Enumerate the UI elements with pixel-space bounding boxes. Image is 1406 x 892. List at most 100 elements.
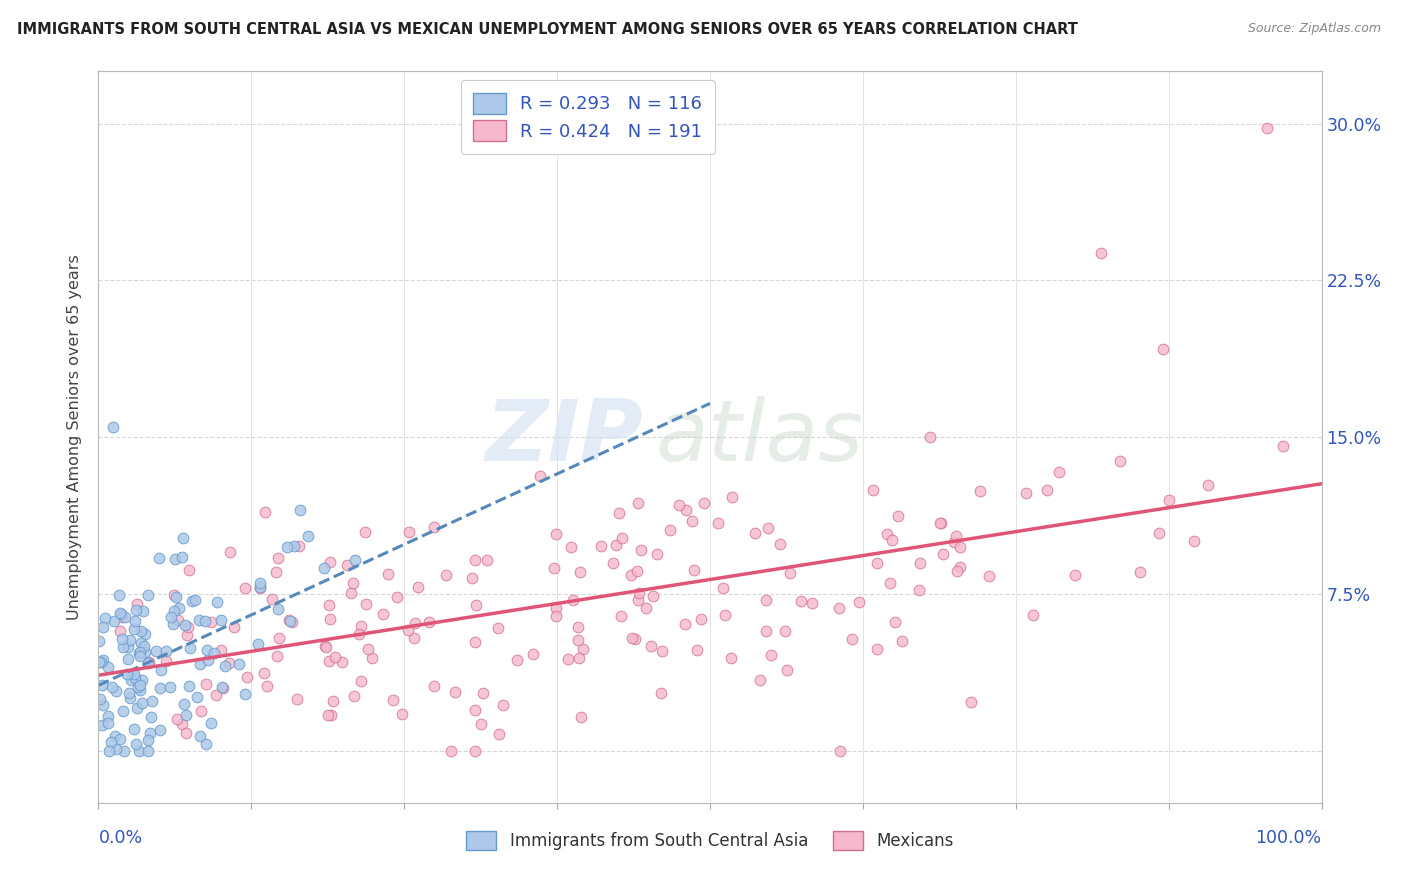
Point [350, 619, 373, 633]
Point [630, 542, 652, 557]
Point [118, 690, 141, 705]
Point [236, 670, 259, 684]
Point [249, 581, 271, 595]
Point [568, 565, 591, 579]
Point [312, 561, 335, 575]
Point [167, 613, 190, 627]
Point [543, 561, 565, 575]
Point [347, 627, 370, 641]
Point [908, 556, 931, 570]
Point [288, 503, 311, 517]
Point [211, 681, 233, 696]
Point [94, 611, 117, 625]
Point [205, 688, 228, 702]
Point [645, 547, 668, 561]
Point [136, 588, 159, 602]
Point [1152, 343, 1174, 357]
Point [103, 614, 125, 628]
Point [620, 568, 643, 582]
Point [721, 490, 744, 504]
Point [891, 634, 914, 648]
Point [112, 640, 135, 654]
Point [769, 537, 792, 551]
Point [675, 502, 697, 516]
Point [190, 704, 212, 718]
Point [218, 657, 240, 671]
Point [800, 596, 823, 610]
Point [148, 550, 170, 565]
Text: 100.0%: 100.0% [1256, 829, 1322, 847]
Point [131, 673, 153, 687]
Point [267, 550, 290, 565]
Point [89, 692, 111, 706]
Point [887, 509, 910, 524]
Point [908, 582, 931, 597]
Point [1047, 465, 1070, 479]
Point [90, 655, 112, 669]
Point [344, 553, 367, 567]
Point [612, 531, 634, 545]
Point [754, 624, 776, 638]
Point [174, 726, 197, 740]
Point [761, 648, 783, 662]
Point [398, 524, 420, 539]
Point [1197, 478, 1219, 492]
Point [779, 566, 801, 580]
Point [195, 677, 218, 691]
Point [634, 601, 657, 615]
Point [97, 715, 120, 730]
Point [115, 666, 138, 681]
Point [224, 620, 246, 634]
Point [641, 590, 664, 604]
Point [287, 539, 309, 553]
Point [134, 645, 156, 659]
Point [200, 615, 222, 629]
Point [97, 709, 120, 723]
Point [562, 592, 585, 607]
Point [920, 430, 942, 444]
Point [163, 604, 186, 618]
Point [124, 671, 146, 685]
Point [179, 679, 201, 693]
Point [136, 743, 159, 757]
Point [131, 624, 153, 638]
Point [464, 743, 486, 757]
Point [756, 521, 779, 535]
Point [464, 553, 486, 567]
Point [249, 576, 271, 591]
Point [318, 655, 340, 669]
Point [177, 620, 200, 634]
Point [233, 687, 256, 701]
Point [1182, 534, 1205, 549]
Point [1109, 454, 1132, 468]
Point [627, 585, 650, 599]
Point [281, 615, 304, 629]
Point [418, 615, 440, 630]
Point [159, 610, 181, 624]
Point [690, 612, 713, 626]
Point [465, 599, 488, 613]
Point [866, 642, 889, 657]
Point [470, 717, 492, 731]
Point [350, 673, 373, 688]
Point [402, 632, 425, 646]
Point [267, 601, 290, 615]
Point [790, 593, 813, 607]
Point [567, 620, 589, 634]
Point [179, 640, 201, 655]
Point [197, 653, 219, 667]
Point [100, 735, 122, 749]
Point [91, 717, 114, 731]
Point [879, 576, 901, 591]
Text: atlas: atlas [655, 395, 863, 479]
Point [862, 483, 884, 497]
Point [434, 567, 457, 582]
Point [194, 737, 217, 751]
Point [124, 614, 146, 628]
Point [211, 680, 233, 694]
Point [118, 686, 141, 700]
Point [1256, 120, 1278, 135]
Point [318, 599, 340, 613]
Point [607, 506, 630, 520]
Point [714, 608, 737, 623]
